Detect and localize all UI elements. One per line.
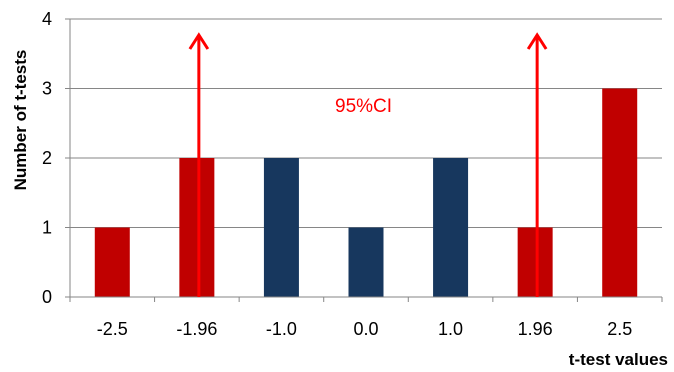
ci-arrows <box>188 32 548 297</box>
x-tick-label--1.96: -1.96 <box>176 319 217 339</box>
bar-1.96 <box>517 227 553 297</box>
x-tick-label-1.96: 1.96 <box>518 319 553 339</box>
bar-1.0 <box>433 158 469 297</box>
x-tick-label--1.0: -1.0 <box>266 319 297 339</box>
bar-0.0 <box>348 227 384 297</box>
bars <box>94 88 638 297</box>
x-tick-label-1.0: 1.0 <box>438 319 463 339</box>
y-tick-label-3: 3 <box>42 79 52 99</box>
y-tick-labels: 0 1 2 3 4 <box>42 9 52 307</box>
x-tick-label--2.5: -2.5 <box>97 319 128 339</box>
ci-arrow-head-1.96 <box>526 32 548 50</box>
y-tick-label-0: 0 <box>42 287 52 307</box>
x-tick-label-2.5: 2.5 <box>607 319 632 339</box>
y-tick-label-2: 2 <box>42 148 52 168</box>
bar-2.5 <box>602 88 638 297</box>
gridlines <box>70 18 662 228</box>
x-tick-label-0.0: 0.0 <box>353 319 378 339</box>
bar--1.96 <box>179 158 215 297</box>
y-tick-label-1: 1 <box>42 218 52 238</box>
y-tick-label-4: 4 <box>42 9 52 29</box>
y-axis-title: Number of t-tests <box>11 50 30 191</box>
bar--1.0 <box>263 158 299 297</box>
x-axis-title: t-test values <box>569 350 668 369</box>
ci-arrow-head--1.96 <box>188 32 210 50</box>
bar--2.5 <box>94 227 130 297</box>
x-tick-labels: -2.5 -1.96 -1.0 0.0 1.0 1.96 2.5 <box>97 319 632 339</box>
axes <box>65 18 663 302</box>
ci-annotation: 95%CI <box>335 96 392 117</box>
